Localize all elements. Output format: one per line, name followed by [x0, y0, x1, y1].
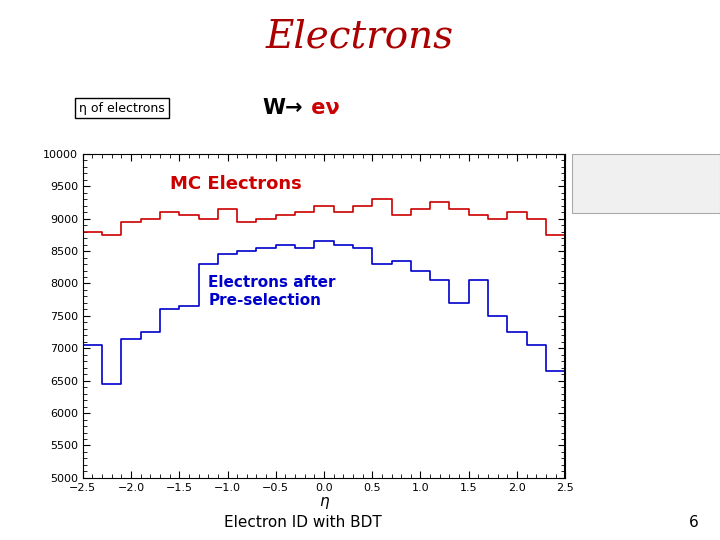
- Text: Electrons: Electrons: [266, 19, 454, 56]
- Text: 6: 6: [688, 515, 698, 530]
- Text: η of electrons: η of electrons: [79, 102, 165, 114]
- Text: Pre-selection: Pre-selection: [208, 293, 321, 308]
- Text: eν: eν: [304, 98, 340, 118]
- Text: MC Electrons: MC Electrons: [170, 175, 302, 193]
- Text: Electron ID with BDT: Electron ID with BDT: [223, 515, 382, 530]
- Text: match with EM/track: match with EM/track: [605, 190, 720, 199]
- X-axis label: η: η: [319, 494, 329, 509]
- Text: W→: W→: [262, 98, 302, 118]
- Text: ———: ———: [576, 163, 598, 176]
- Text: ———: ———: [576, 188, 598, 201]
- Text: Electrons after: Electrons after: [208, 275, 336, 290]
- Text: Pt>10GeV |η|<2.5: Pt>10GeV |η|<2.5: [605, 164, 707, 174]
